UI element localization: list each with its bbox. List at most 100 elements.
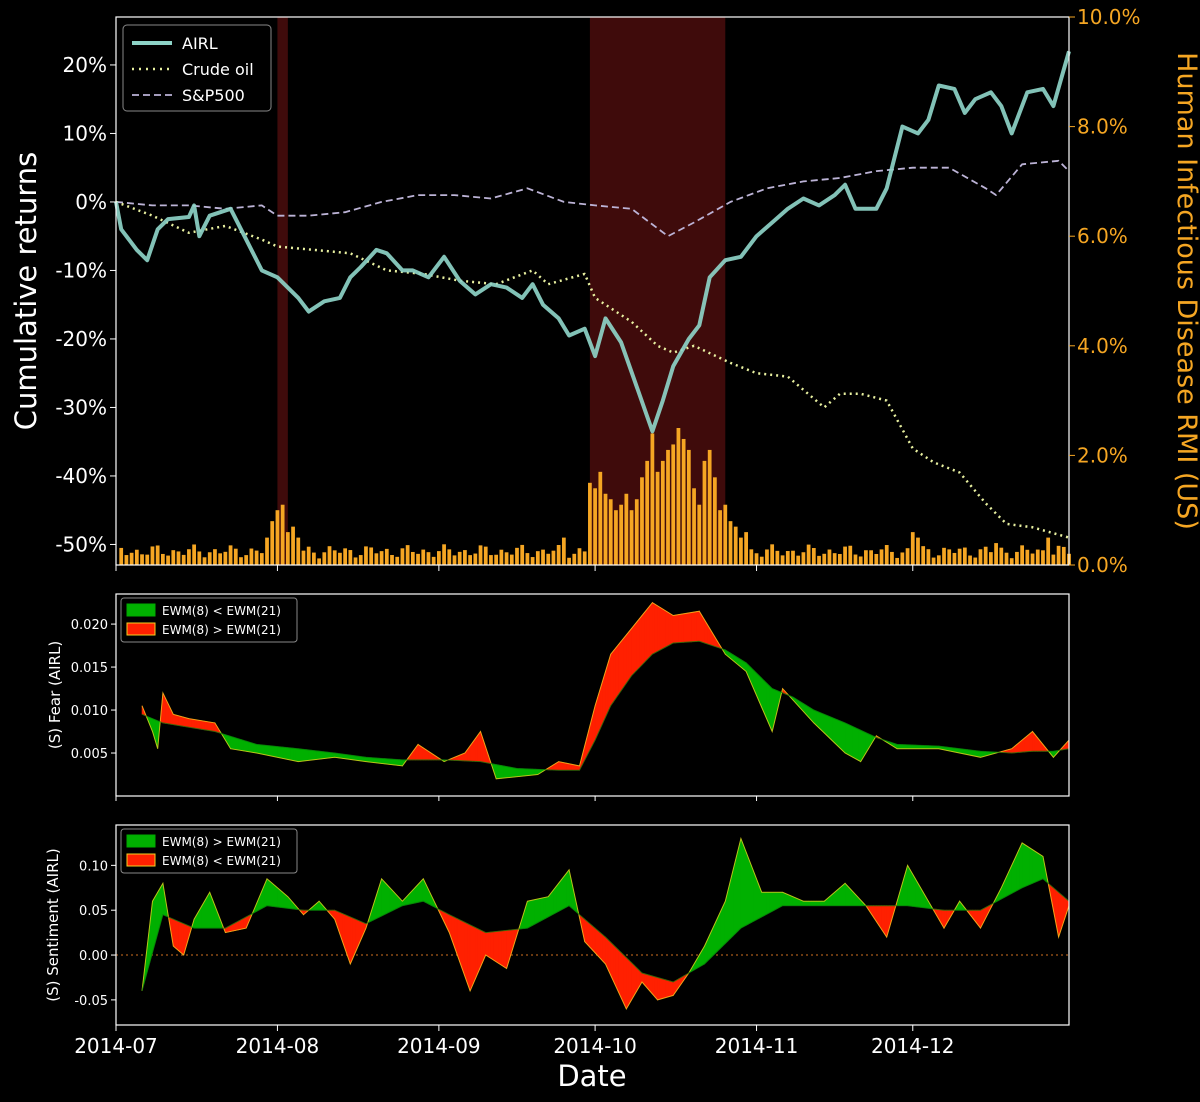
rmi-bar	[733, 526, 738, 565]
rmi-bar	[681, 438, 686, 565]
band-segment	[805, 900, 809, 907]
legend-label-airl: AIRL	[182, 34, 218, 53]
band-segment	[287, 747, 291, 761]
band-segment	[774, 891, 778, 911]
rmi-bar	[759, 556, 764, 565]
band-segment	[909, 744, 914, 750]
band-segment	[212, 722, 216, 732]
band-segment	[857, 728, 861, 763]
band-segment	[558, 879, 562, 912]
rmi-bar	[952, 552, 957, 565]
rmi-bar	[400, 548, 405, 565]
band-segment	[907, 744, 911, 750]
rmi-bar	[364, 546, 368, 565]
rmi-bar	[160, 553, 165, 565]
band-segment	[659, 606, 664, 651]
band-segment	[584, 918, 588, 946]
band-segment	[751, 865, 755, 924]
legend-label-sentiment-green: EWM(8) > EWM(21)	[162, 835, 281, 849]
band-segment	[764, 891, 768, 917]
rmi-bar	[254, 550, 259, 565]
band-segment	[378, 757, 382, 764]
band-segment	[597, 929, 601, 960]
rmi-bar	[780, 555, 785, 565]
band-segment	[462, 920, 466, 977]
rmi-bar	[598, 471, 603, 565]
rmi-y-axis-title: Human Infectious Disease RMI (US)	[1171, 52, 1200, 530]
rmi-bar	[213, 549, 217, 565]
rmi-bar	[994, 543, 998, 565]
rmi-bar	[942, 547, 946, 565]
sentiment-legend: EWM(8) > EWM(21) EWM(8) < EWM(21)	[120, 828, 298, 874]
rmi-bar	[817, 555, 821, 565]
band-segment	[326, 751, 330, 759]
band-segment	[534, 768, 539, 776]
y-tick-label: 0.010	[71, 704, 108, 719]
rmi-bar	[171, 550, 176, 565]
band-segment	[670, 980, 674, 997]
band-segment	[589, 923, 593, 951]
band-segment	[532, 768, 536, 776]
band-segment	[641, 611, 645, 666]
band-segment	[665, 610, 669, 648]
x-tick-label: 2014-07	[74, 1034, 158, 1058]
band-segment	[782, 891, 786, 907]
band-segment	[193, 719, 198, 729]
band-segment	[209, 721, 213, 732]
band-segment	[1029, 730, 1033, 752]
band-segment	[188, 718, 192, 729]
band-segment	[693, 611, 697, 642]
rmi-bar	[692, 488, 696, 565]
band-segment	[748, 858, 752, 925]
legend-label-crude-oil: Crude oil	[182, 60, 254, 79]
rmi-bar	[864, 550, 868, 565]
band-segment	[394, 759, 398, 766]
band-segment	[615, 643, 619, 700]
rmi-bar	[395, 556, 400, 565]
rmi-bar	[567, 557, 571, 565]
band-segment	[631, 624, 635, 677]
rmi-bar	[843, 546, 847, 565]
band-segment	[620, 951, 625, 1004]
band-segment	[777, 891, 781, 910]
band-segment	[842, 882, 846, 907]
band-segment	[396, 759, 401, 766]
band-segment	[495, 930, 500, 965]
rmi-bar	[1046, 537, 1051, 565]
rmi-bar	[285, 532, 290, 565]
band-segment	[175, 919, 179, 952]
rmi-bar	[343, 548, 348, 565]
band-segment	[1029, 847, 1033, 885]
rmi-bar	[650, 433, 655, 565]
legend-swatch-fear-green	[126, 603, 156, 617]
band-segment	[592, 925, 596, 954]
rmi-bar	[390, 555, 394, 565]
rmi-bar	[978, 549, 983, 565]
rmi-bar	[827, 549, 832, 565]
rmi-bar	[270, 521, 275, 565]
legend-label-sp500: S&P500	[182, 86, 245, 105]
returns-axes-frame	[115, 16, 1070, 566]
rmi-bar	[166, 555, 170, 565]
band-segment	[821, 900, 825, 907]
band-segment	[844, 882, 848, 907]
rmi-bar	[921, 546, 926, 565]
band-segment	[542, 896, 546, 921]
rmi-bar	[848, 545, 853, 565]
rmi-tick-label: 6.0%	[1077, 224, 1128, 248]
band-segment	[245, 740, 250, 753]
fear-panel: 0.020 0.015 0.010 0.005 (S) Fear (AIRL) EWM…	[46, 593, 1070, 801]
band-segment	[248, 741, 252, 753]
rmi-bar	[962, 547, 967, 565]
rmi-bar	[749, 549, 754, 565]
y-tick-label: 0%	[75, 190, 107, 214]
return-lines	[114, 50, 1071, 539]
legend-label-fear-green: EWM(8) < EWM(21)	[162, 604, 281, 618]
y-tick-label: -50%	[55, 532, 107, 556]
band-segment	[329, 752, 333, 759]
band-segment	[636, 617, 640, 672]
rmi-bar	[640, 477, 644, 565]
band-segment	[386, 758, 390, 765]
band-segment	[738, 838, 742, 932]
y-tick-label: -30%	[55, 395, 107, 419]
